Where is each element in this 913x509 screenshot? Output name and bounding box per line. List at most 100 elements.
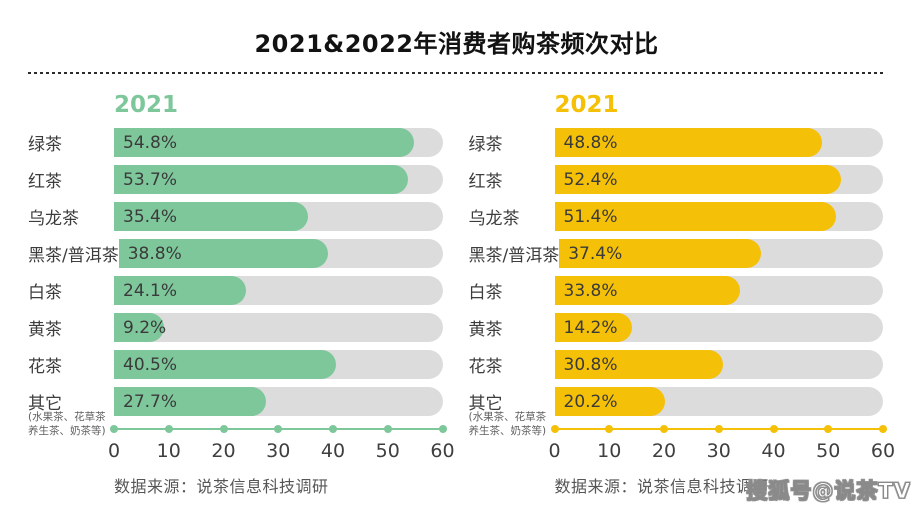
axis-tick-label: 60 xyxy=(430,440,455,463)
bar-rows: 绿茶 54.8% 红茶 53.7% 乌龙茶 35.4% 黑茶/普洱茶 38.8% 白茶 24.1%… xyxy=(28,124,443,437)
bar-value-label: 27.7% xyxy=(123,391,178,412)
axis-tick-label: 60 xyxy=(870,440,896,463)
bar-row: 其它 (水果茶、花草茶 养生茶、奶茶等) 20.2% xyxy=(469,383,883,437)
bar-value-label: 20.2% xyxy=(563,391,618,412)
bar-value-label: 24.1% xyxy=(123,280,178,301)
bar-row: 白茶 33.8% xyxy=(469,272,883,309)
bar-row: 绿茶 54.8% xyxy=(28,124,443,161)
bar-value-label: 48.8% xyxy=(563,132,618,153)
category-name: 花茶 xyxy=(468,357,503,378)
category-note: (水果茶、花草茶 养生茶、奶茶等) xyxy=(28,411,106,438)
watermark: 搜狐号@说茶TV xyxy=(746,479,911,504)
axis-dot xyxy=(550,425,559,434)
category-note-line: (水果茶、花草茶 xyxy=(468,411,547,424)
category-name: 绿茶 xyxy=(468,135,503,156)
category-name: 黄茶 xyxy=(28,320,62,341)
category-label: 白茶 xyxy=(28,272,114,309)
bar-value-label: 35.4% xyxy=(123,206,178,227)
bar-track: 37.4% xyxy=(559,239,883,269)
axis-dot xyxy=(714,425,723,434)
category-note-line: 养生茶、奶茶等) xyxy=(28,425,106,438)
category-name: 乌龙茶 xyxy=(468,209,520,230)
bar-track: 9.2% xyxy=(114,313,443,343)
bar-cell: 48.8% xyxy=(554,128,883,158)
bar-cell: 20.2% xyxy=(554,387,883,417)
bar-track: 52.4% xyxy=(554,165,883,195)
chart-year-label: 2021 xyxy=(554,92,619,118)
axis-tick-label: 50 xyxy=(375,440,400,463)
bar-fill: 54.8% xyxy=(114,128,415,158)
bar-fill: 30.8% xyxy=(554,350,724,380)
axis-dot xyxy=(769,425,778,434)
category-label: 白茶 xyxy=(469,272,555,309)
bar-value-label: 38.8% xyxy=(127,243,182,264)
bar-fill: 52.4% xyxy=(554,165,842,195)
bar-track: 35.4% xyxy=(114,202,443,232)
category-label: 黄茶 xyxy=(28,309,114,346)
bar-row: 黄茶 9.2% xyxy=(28,309,443,346)
axis-tick-label: 30 xyxy=(706,440,731,463)
category-name: 绿茶 xyxy=(28,135,62,156)
axis-dot xyxy=(879,425,887,434)
bar-cell: 37.4% xyxy=(559,239,883,269)
bar-track: 38.8% xyxy=(118,239,443,269)
charts-row: 2021 绿茶 54.8% 红茶 53.7% 乌龙茶 35.4% 黑茶/普洱茶 38.8% 白茶… xyxy=(0,74,913,497)
axis-tick-label: 20 xyxy=(211,440,236,463)
bar-cell: 27.7% xyxy=(114,387,443,417)
category-label: 黄茶 xyxy=(469,309,555,346)
x-axis: 0 10 20 30 40 50 60 xyxy=(108,425,455,469)
bar-row: 绿茶 48.8% xyxy=(468,124,883,161)
category-name: 黄茶 xyxy=(468,320,503,341)
bar-cell: 35.4% xyxy=(114,202,443,232)
bar-value-label: 30.8% xyxy=(563,354,618,375)
category-name: 黑茶/普洱茶 xyxy=(28,246,119,267)
bar-track: 40.5% xyxy=(114,350,443,380)
category-label: 黑茶/普洱茶 xyxy=(469,235,560,272)
bar-row: 花茶 30.8% xyxy=(468,346,883,383)
category-note: (水果茶、花草茶 养生茶、奶茶等) xyxy=(469,411,547,438)
bar-value-label: 33.8% xyxy=(563,280,618,301)
category-name: 其它 xyxy=(28,394,62,415)
axis-tick-label: 50 xyxy=(816,440,841,463)
bar-fill: 27.7% xyxy=(114,387,266,417)
category-name: 白茶 xyxy=(468,283,503,304)
bar-fill: 33.8% xyxy=(554,276,740,306)
bar-track: 51.4% xyxy=(554,202,883,232)
axis-dot xyxy=(383,425,392,434)
bar-row: 红茶 53.7% xyxy=(28,161,443,198)
bar-row: 乌龙茶 51.4% xyxy=(468,198,883,235)
source-label: 数据来源：说茶信息科技调研 xyxy=(554,477,770,497)
category-name: 白茶 xyxy=(28,283,62,304)
bar-row: 红茶 52.4% xyxy=(469,161,883,198)
bar-rows: 绿茶 48.8% 红茶 52.4% 乌龙茶 51.4% 黑茶/普洱茶 37.4% 白茶 33.8%… xyxy=(468,124,883,437)
bar-track: 33.8% xyxy=(554,276,883,306)
bar-fill: 9.2% xyxy=(114,313,167,343)
bar-fill: 37.4% xyxy=(559,239,762,269)
bar-track: 48.8% xyxy=(554,128,883,158)
bar-cell: 24.1% xyxy=(114,276,443,306)
bar-track: 27.7% xyxy=(114,387,443,417)
axis-dot xyxy=(164,425,173,434)
axis-dot xyxy=(274,425,283,434)
category-name: 乌龙茶 xyxy=(28,209,79,230)
page-title: 2021&2022年消费者购茶频次对比 xyxy=(254,30,659,58)
bar-value-label: 54.8% xyxy=(123,132,178,153)
bar-row: 乌龙茶 35.4% xyxy=(28,198,443,235)
bar-fill: 48.8% xyxy=(554,128,822,158)
bar-cell: 53.7% xyxy=(114,165,443,195)
bar-value-label: 52.4% xyxy=(563,169,618,190)
category-label: 红茶 xyxy=(28,161,114,198)
bar-fill: 53.7% xyxy=(114,165,408,195)
axis-tick-label: 10 xyxy=(156,440,181,463)
axis-tick-label: 40 xyxy=(761,440,786,463)
bar-row: 白茶 24.1% xyxy=(28,272,443,309)
axis-tick-label: 40 xyxy=(320,440,346,463)
bar-row: 其它 (水果茶、花草茶 养生茶、奶茶等) 27.7% xyxy=(28,383,443,437)
category-note-line: 养生茶、奶茶等) xyxy=(468,425,547,438)
axis-tick-label: 20 xyxy=(651,440,677,463)
bar-value-label: 9.2% xyxy=(123,317,167,338)
bar-track: 20.2% xyxy=(554,387,883,417)
source-row: 数据来源：说茶信息科技调研 xyxy=(28,473,443,497)
axis-dot xyxy=(110,425,118,434)
bar-track: 54.8% xyxy=(114,128,443,158)
